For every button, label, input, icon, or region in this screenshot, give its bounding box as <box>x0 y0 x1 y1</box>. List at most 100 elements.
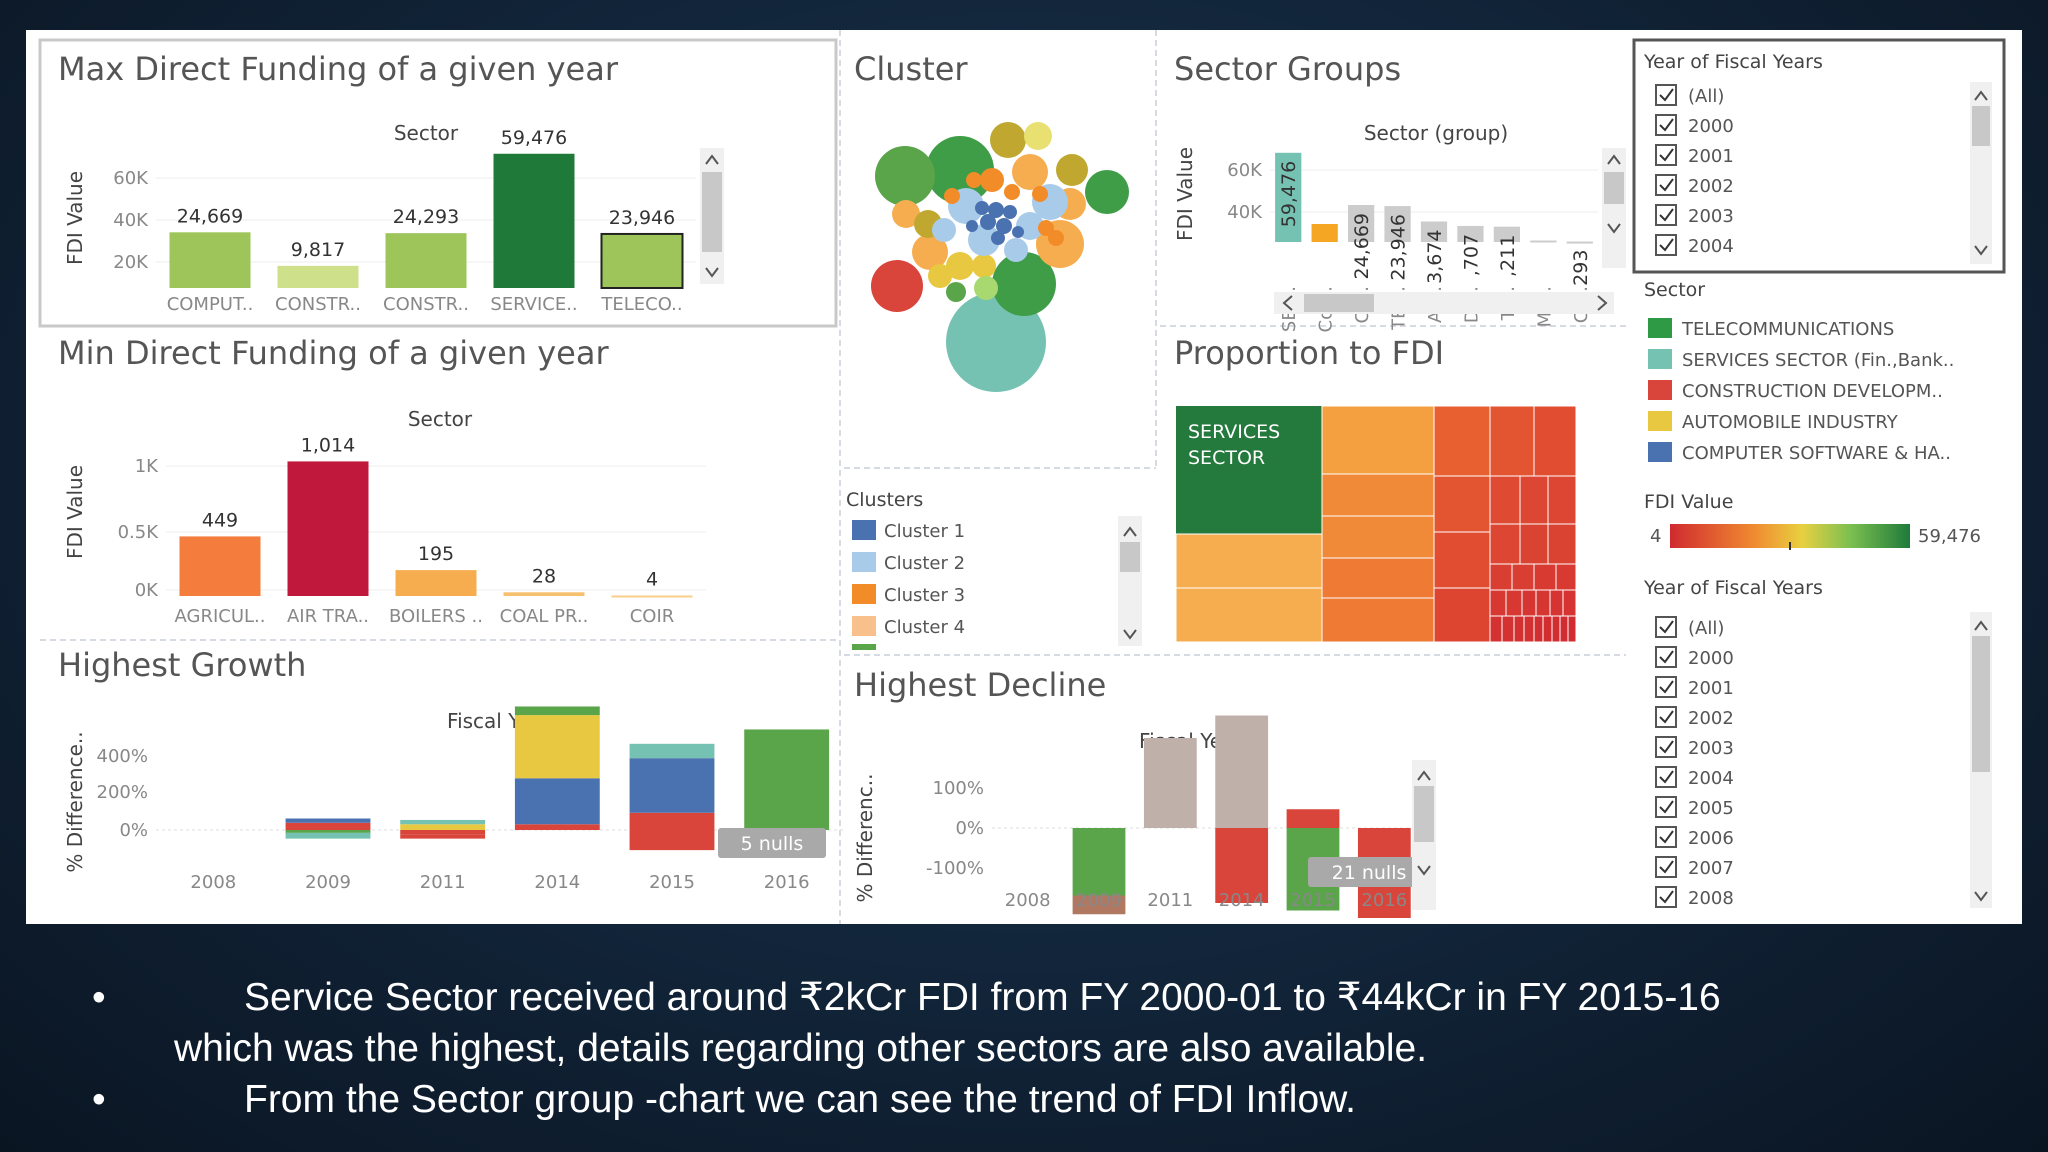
sg-horizontal-scrollbar[interactable] <box>1274 292 1614 314</box>
sector_groups-data-label: ,707 <box>1460 234 1482 276</box>
year-checkbox[interactable] <box>1655 796 1677 818</box>
year-checkbox[interactable] <box>1655 114 1677 136</box>
sector_groups-data-label: 24,669 <box>1351 213 1373 279</box>
year-filter-top-title: Year of Fiscal Years <box>1643 51 1823 73</box>
clusters-legend: Clusters Cluster 1 Cluster 2 Cluster 3 C… <box>846 489 965 650</box>
min-data-label: 195 <box>418 543 454 565</box>
min-panel-title: Min Direct Funding of a given year <box>58 334 609 372</box>
decline-category: 2011 <box>1147 890 1193 911</box>
sector_groups-ylabel: FDI Value <box>1173 147 1197 241</box>
sector-legend-label: COMPUTER SOFTWARE & HA.. <box>1682 443 1951 464</box>
max-chart-scrollbar[interactable] <box>700 148 724 284</box>
growth-bar-segment <box>629 812 715 830</box>
treemap-label-2: SECTOR <box>1188 447 1265 469</box>
min-category: AGRICUL.. <box>175 606 266 627</box>
max-panel-frame <box>38 38 838 328</box>
year-filter-top-scrollbar[interactable] <box>1970 82 1992 264</box>
growth-bar-segment <box>285 818 371 823</box>
max-bar <box>169 232 251 288</box>
min-bar <box>395 570 477 596</box>
growth-title: Highest Growth <box>58 646 306 684</box>
growth-chart: Fiscal Years% Difference.. 400%200%0%2008… <box>63 706 844 893</box>
growth-category: 2014 <box>534 872 580 893</box>
max-category: COMPUT.. <box>167 294 254 315</box>
decline-category: 2014 <box>1219 890 1265 911</box>
sector-legend-swatch <box>1648 318 1672 338</box>
sector-groups-title: Sector Groups <box>1174 50 1401 88</box>
check-icon <box>1659 890 1674 904</box>
clusters-legend-scrollbar[interactable] <box>1118 516 1142 646</box>
sector-legend-label: SERVICES SECTOR (Fin.,Bank.. <box>1682 350 1954 371</box>
min-ytick: 1K <box>135 456 159 477</box>
max-bar <box>493 153 575 288</box>
year-checkbox[interactable] <box>1655 234 1677 256</box>
min-funding-chart: Sector FDI Value 1K 0.5K 0K 449 AGRICUL.. 1,014… <box>63 407 706 627</box>
check-icon <box>1659 860 1674 874</box>
year-filter-bottom-scrollbar[interactable] <box>1970 612 1992 908</box>
check-icon <box>1659 118 1674 132</box>
max-data-label: 9,817 <box>291 239 345 261</box>
year-checkbox[interactable] <box>1655 174 1677 196</box>
max-ytick: 40K <box>113 210 149 231</box>
year-option-label: 2001 <box>1688 146 1734 167</box>
max-panel-title: Max Direct Funding of a given year <box>58 50 619 88</box>
min-category: COIR <box>630 606 675 627</box>
decline-bar-segment <box>1072 828 1126 896</box>
year-checkbox[interactable] <box>1655 676 1677 698</box>
year-checkbox[interactable] <box>1655 84 1677 106</box>
sector_groups-bar <box>1347 204 1375 242</box>
max-category: SERVICE.. <box>490 294 577 315</box>
year-option-label: (All) <box>1688 618 1724 639</box>
check-icon <box>1659 148 1674 162</box>
decline-chart-scrollbar[interactable] <box>1412 760 1436 910</box>
min-bar <box>287 461 369 596</box>
sg-vertical-scrollbar[interactable] <box>1602 148 1626 268</box>
year-checkbox[interactable] <box>1655 706 1677 728</box>
sector_groups-bar <box>1420 221 1448 242</box>
sector_groups-bar <box>1384 206 1411 242</box>
growth-bar-segment <box>285 830 371 833</box>
growth-bar-segment <box>744 729 830 830</box>
decline-ylabel: % Differenc.. <box>853 774 877 903</box>
growth-nulls-badge <box>718 828 826 858</box>
min-category: AIR TRA.. <box>287 606 369 627</box>
year-option-label: 2004 <box>1688 768 1734 789</box>
year-filter-bottom-list: (All) 2000 2001 2002 2003 2004 2005 2006 2007 200… <box>1655 616 1734 909</box>
cluster-4-swatch <box>852 616 876 636</box>
check-icon <box>1659 710 1674 724</box>
year-checkbox[interactable] <box>1655 886 1677 908</box>
year-option-label: 2003 <box>1688 738 1734 759</box>
year-checkbox[interactable] <box>1655 144 1677 166</box>
max-data-label: 24,293 <box>393 206 459 228</box>
growth-bar-segment <box>629 830 715 851</box>
year-checkbox[interactable] <box>1655 826 1677 848</box>
sector-legend-swatch <box>1648 380 1672 400</box>
max-bar <box>385 233 467 288</box>
min-ytick: 0.5K <box>118 522 160 543</box>
check-icon <box>1659 680 1674 694</box>
year-checkbox[interactable] <box>1655 616 1677 638</box>
year-checkbox[interactable] <box>1655 736 1677 758</box>
year-checkbox[interactable] <box>1655 766 1677 788</box>
max-category: CONSTR.. <box>275 294 361 315</box>
growth-category: 2009 <box>305 872 351 893</box>
check-icon <box>1659 88 1674 102</box>
year-checkbox[interactable] <box>1655 204 1677 226</box>
fdi-value-min: 4 <box>1650 526 1661 547</box>
growth-bar-segment <box>514 706 600 716</box>
year-option-label: 2000 <box>1688 116 1734 137</box>
decline-bar-segment <box>1215 715 1269 828</box>
year-filter-bottom-title: Year of Fiscal Years <box>1643 577 1823 599</box>
year-checkbox[interactable] <box>1655 856 1677 878</box>
max-header: Sector <box>394 121 459 145</box>
min-bar <box>611 595 693 598</box>
decline-nulls-badge <box>1308 857 1430 887</box>
fdi-value-legend-title: FDI Value <box>1644 491 1733 513</box>
growth-bar-segment <box>400 819 486 825</box>
decline-category: 2016 <box>1361 890 1407 911</box>
growth-bar-segment <box>400 830 486 835</box>
max-ytick: 60K <box>113 168 149 189</box>
proportion-treemap: SERVICES SECTOR <box>1175 405 1577 643</box>
year-checkbox[interactable] <box>1655 646 1677 668</box>
check-icon <box>1659 770 1674 784</box>
